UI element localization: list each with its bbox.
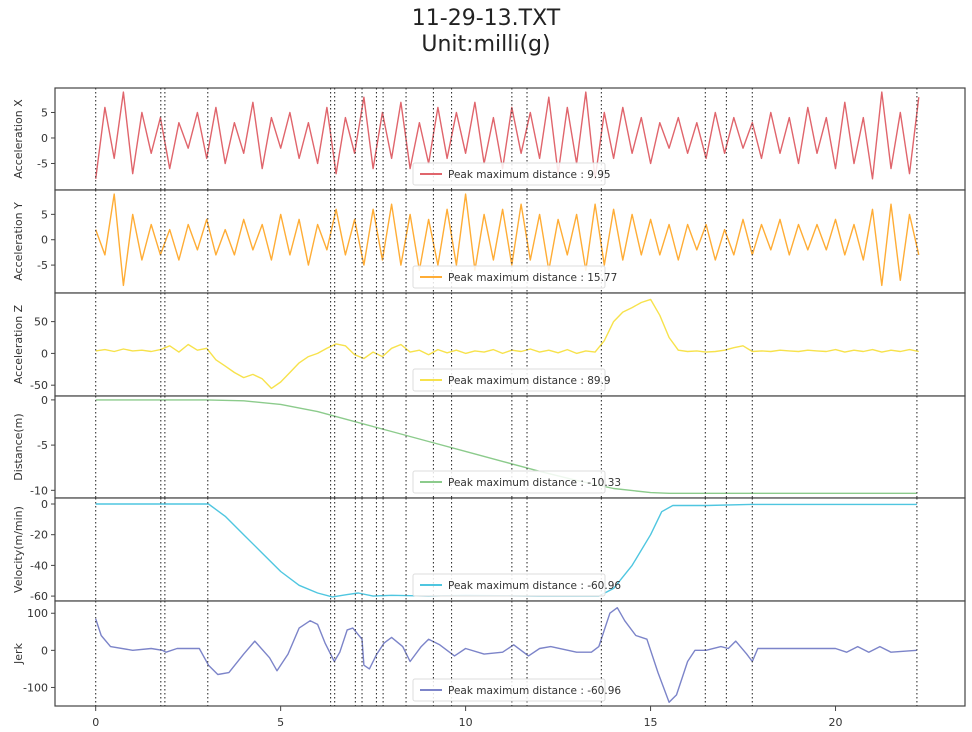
y-tick-label: 100 (27, 607, 48, 620)
legend-label: Peak maximum distance : 89.9 (448, 375, 611, 387)
legend-label: Peak maximum distance : 15.77 (448, 272, 617, 284)
x-tick-label: 0 (92, 716, 99, 729)
legend-label: Peak maximum distance : -60.96 (448, 580, 621, 592)
legend: Peak maximum distance : -60.96 (412, 573, 621, 597)
y-tick-label: 0 (41, 347, 48, 360)
y-axis-label: Distance(m) (12, 413, 25, 480)
legend-box (412, 162, 606, 186)
legend-label: Peak maximum distance : -60.96 (448, 685, 621, 697)
y-tick-label: -100 (23, 681, 48, 694)
legend: Peak maximum distance : 15.77 (412, 265, 617, 289)
y-axis-label: Acceleration Z (12, 304, 25, 384)
legend-box (412, 470, 606, 494)
y-axis-label: Acceleration X (12, 99, 25, 179)
legend-label: Peak maximum distance : 9.95 (448, 169, 611, 181)
x-tick-label: 20 (829, 716, 843, 729)
x-tick-label: 10 (459, 716, 473, 729)
legend: Peak maximum distance : -10.33 (412, 470, 621, 494)
y-tick-label: -5 (37, 259, 48, 272)
y-tick-label: 0 (41, 132, 48, 145)
y-axis-label: Jerk (12, 642, 25, 665)
y-tick-label: -50 (30, 379, 48, 392)
y-tick-label: 0 (41, 644, 48, 657)
legend: Peak maximum distance : -60.96 (412, 678, 621, 702)
x-tick-label: 5 (277, 716, 284, 729)
subplot-4: 0 -5 -10 Distance(m) Peak maximum distance :… (12, 394, 966, 499)
series-line (95, 193, 920, 287)
legend-box (412, 678, 606, 702)
series-line (95, 298, 919, 390)
series-line (95, 503, 917, 598)
y-tick-label: -60 (30, 590, 48, 603)
legend-box (412, 573, 606, 597)
y-tick-label: -5 (37, 157, 48, 170)
y-axis-label: Velocity(m/min) (12, 506, 25, 593)
subplot-5: 0 -20 -40 -60 Velocity(m/min) Peak maximum di… (12, 497, 966, 603)
y-axis-label: Acceleration Y (12, 202, 25, 281)
y-tick-label: 0 (41, 234, 48, 247)
series-line (95, 91, 920, 180)
y-tick-label: -40 (30, 559, 48, 572)
y-tick-label: 0 (41, 394, 48, 407)
y-tick-label: 0 (41, 498, 48, 511)
subplot-2: 5 0 -5 Acceleration Y Peak maximum distance … (12, 189, 966, 294)
legend: Peak maximum distance : 89.9 (412, 368, 611, 392)
chart-title: 11-29-13.TXT (411, 6, 561, 31)
legend-label: Peak maximum distance : -10.33 (448, 477, 621, 489)
series-line (95, 607, 917, 703)
subplot-3: 50 0 -50 Acceleration Z Peak maximum distanc… (12, 292, 966, 397)
subplot-6: 100 0 -100 Jerk Peak maximum distance : -60.… (12, 600, 966, 707)
legend-box (412, 265, 606, 289)
x-tick-label: 15 (644, 716, 658, 729)
y-tick-label: 5 (41, 106, 48, 119)
legend-box (412, 368, 606, 392)
subplot-1: 5 0 -5 Acceleration X Peak maximum distance … (12, 87, 966, 191)
y-tick-label: -10 (30, 484, 48, 497)
y-tick-label: -20 (30, 529, 48, 542)
y-tick-label: 5 (41, 208, 48, 221)
y-tick-label: -5 (37, 439, 48, 452)
legend: Peak maximum distance : 9.95 (412, 162, 611, 186)
y-tick-label: 50 (34, 316, 48, 329)
chart-subtitle: Unit:milli(g) (421, 32, 551, 57)
series-line (95, 399, 917, 494)
